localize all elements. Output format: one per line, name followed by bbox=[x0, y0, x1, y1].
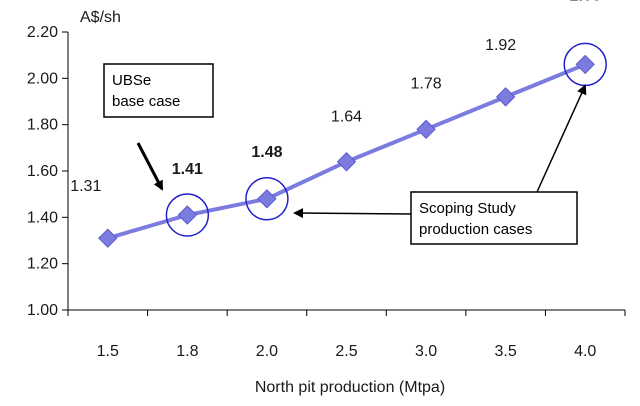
y-tick-label: 1.60 bbox=[27, 163, 58, 180]
x-tick-label: 3.0 bbox=[415, 343, 437, 360]
data-point-marker bbox=[495, 87, 516, 107]
data-label: 1.41 bbox=[172, 161, 203, 178]
arrow-ubse bbox=[136, 142, 164, 191]
highlight-circle bbox=[245, 177, 289, 221]
data-point-marker bbox=[575, 54, 595, 75]
annotation-line-1: Scoping Study bbox=[419, 200, 516, 217]
y-axis: 1.00 1.20 1.40 1.60 1.80 2.00 2.20 bbox=[27, 24, 68, 319]
x-tick-label: 4.0 bbox=[574, 343, 596, 360]
data-label: 1.64 bbox=[331, 109, 362, 126]
y-axis-title: A$/sh bbox=[80, 9, 121, 26]
x-tick-label: 3.5 bbox=[495, 343, 517, 360]
x-tick-label: 1.8 bbox=[176, 343, 198, 360]
data-point-marker bbox=[257, 189, 277, 209]
data-labels: 1.31 1.41 1.48 1.64 1.78 1.92 2.06 bbox=[70, 0, 601, 195]
y-tick-label: 1.40 bbox=[27, 209, 58, 226]
data-label: 1.92 bbox=[485, 37, 516, 54]
annotation-box bbox=[410, 191, 578, 245]
data-point-marker bbox=[98, 228, 118, 248]
y-tick-label: 2.20 bbox=[27, 24, 58, 41]
annotation-box bbox=[103, 63, 214, 118]
data-label: 2.06 bbox=[570, 0, 601, 4]
annotation-line-2: base case bbox=[112, 93, 180, 110]
y-tick-label: 1.20 bbox=[27, 256, 58, 273]
arrow-scoping-to-2-0 bbox=[293, 208, 412, 219]
data-label: 1.78 bbox=[411, 75, 442, 92]
x-tick-label: 1.5 bbox=[97, 343, 119, 360]
data-label: 1.48 bbox=[251, 144, 282, 161]
annotation-ubse-base-case: UBSe base case bbox=[103, 63, 214, 118]
annotation-scoping-study: Scoping Study production cases bbox=[410, 191, 578, 245]
x-tick-label: 2.5 bbox=[335, 343, 357, 360]
data-label: 1.31 bbox=[70, 178, 101, 195]
data-point-marker bbox=[416, 119, 436, 140]
data-point-marker bbox=[336, 152, 357, 172]
arrow-scoping-to-4-0 bbox=[536, 84, 587, 193]
y-tick-label: 1.00 bbox=[27, 302, 58, 319]
series bbox=[98, 54, 595, 248]
axis-lines bbox=[67, 32, 625, 311]
x-tick-label: 2.0 bbox=[256, 343, 278, 360]
annotation-line-2: production cases bbox=[419, 221, 532, 238]
x-axis-title: North pit production (Mtpa) bbox=[255, 379, 445, 396]
y-tick-label: 1.80 bbox=[27, 117, 58, 134]
annotation-line-1: UBSe bbox=[112, 72, 151, 89]
x-axis: 1.5 1.8 2.0 2.5 3.0 3.5 4.0 bbox=[67, 310, 626, 360]
annotation-arrows bbox=[136, 84, 587, 219]
highlight-circle bbox=[165, 193, 210, 237]
data-point-marker bbox=[177, 205, 198, 225]
y-tick-label: 2.00 bbox=[27, 70, 58, 87]
